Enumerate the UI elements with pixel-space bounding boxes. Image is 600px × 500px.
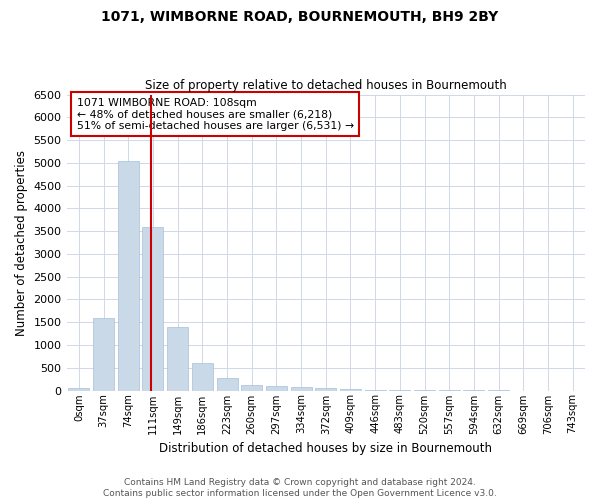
Bar — [142, 226, 163, 390]
X-axis label: Distribution of detached houses by size in Bournemouth: Distribution of detached houses by size … — [159, 442, 492, 455]
Title: Size of property relative to detached houses in Bournemouth: Size of property relative to detached ho… — [145, 79, 506, 92]
Bar — [93, 318, 114, 390]
Bar — [68, 388, 89, 390]
Bar — [340, 389, 361, 390]
Text: Contains HM Land Registry data © Crown copyright and database right 2024.
Contai: Contains HM Land Registry data © Crown c… — [103, 478, 497, 498]
Bar — [315, 388, 336, 390]
Bar — [217, 378, 238, 390]
Bar — [118, 160, 139, 390]
Bar — [241, 385, 262, 390]
Bar — [266, 386, 287, 390]
Y-axis label: Number of detached properties: Number of detached properties — [15, 150, 28, 336]
Bar — [192, 363, 213, 390]
Text: 1071, WIMBORNE ROAD, BOURNEMOUTH, BH9 2BY: 1071, WIMBORNE ROAD, BOURNEMOUTH, BH9 2B… — [101, 10, 499, 24]
Bar — [167, 327, 188, 390]
Text: 1071 WIMBORNE ROAD: 108sqm
← 48% of detached houses are smaller (6,218)
51% of s: 1071 WIMBORNE ROAD: 108sqm ← 48% of deta… — [77, 98, 354, 130]
Bar — [290, 388, 311, 390]
